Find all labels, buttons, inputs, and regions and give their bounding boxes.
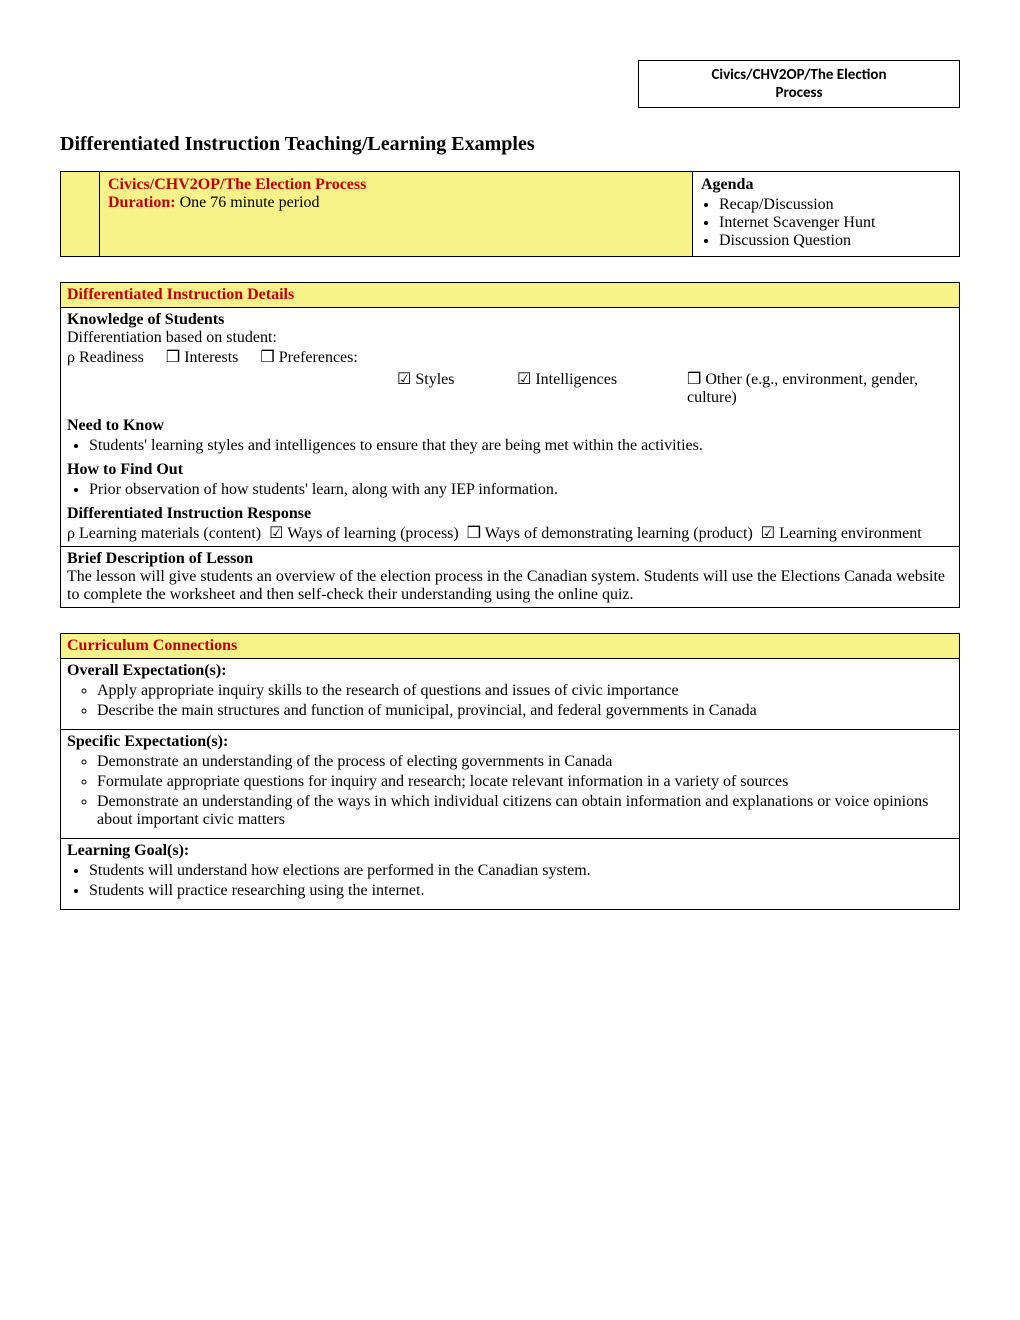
di-header: Differentiated Instruction Details xyxy=(61,283,960,308)
header-line1: Civics/CHV2OP/The Election xyxy=(711,66,886,84)
kos-options-row2: Styles Intelligences Other (e.g., enviro… xyxy=(67,369,953,407)
specific-item: Demonstrate an understanding of the proc… xyxy=(97,753,953,771)
cc-overall-cell: Overall Expectation(s): Apply appropriat… xyxy=(61,659,960,730)
duration-line: Duration: One 76 minute period xyxy=(108,194,684,212)
page-title: Differentiated Instruction Teaching/Lear… xyxy=(60,133,960,156)
agenda-list: Recap/Discussion Internet Scavenger Hunt… xyxy=(719,196,951,250)
summary-stub xyxy=(61,172,100,257)
specific-list: Demonstrate an understanding of the proc… xyxy=(97,753,953,829)
brief-body: The lesson will give students an overvie… xyxy=(67,568,953,604)
overall-item: Describe the main structures and functio… xyxy=(97,702,953,720)
overall-title: Overall Expectation(s): xyxy=(67,662,953,680)
overall-list: Apply appropriate inquiry skills to the … xyxy=(97,682,953,720)
di-section: Differentiated Instruction Details Knowl… xyxy=(60,282,960,608)
dir-options: Learning materials (content) Ways of lea… xyxy=(67,523,953,543)
overall-item: Apply appropriate inquiry skills to the … xyxy=(97,682,953,700)
goals-title: Learning Goal(s): xyxy=(67,842,953,860)
dir-product: Ways of demonstrating learning (product) xyxy=(467,525,753,542)
need-item: Students' learning styles and intelligen… xyxy=(89,437,953,455)
brief-title: Brief Description of Lesson xyxy=(67,550,953,568)
cc-section: Curriculum Connections Overall Expectati… xyxy=(60,633,960,910)
how-item: Prior observation of how students' learn… xyxy=(89,481,953,499)
agenda-item: Internet Scavenger Hunt xyxy=(719,214,951,232)
need-list: Students' learning styles and intelligen… xyxy=(89,437,953,455)
opt-intelligences: Intelligences xyxy=(517,371,617,388)
agenda-item: Recap/Discussion xyxy=(719,196,951,214)
summary-table: Civics/CHV2OP/The Election Process Durat… xyxy=(60,171,960,257)
dir-env: Learning environment xyxy=(761,525,922,542)
opt-preferences: Preferences: xyxy=(260,349,357,366)
how-title: How to Find Out xyxy=(67,461,953,479)
agenda-item: Discussion Question xyxy=(719,232,951,250)
di-brief-cell: Brief Description of Lesson The lesson w… xyxy=(61,547,960,608)
goal-item: Students will practice researching using… xyxy=(89,882,953,900)
kos-intro: Differentiation based on student: xyxy=(67,329,953,347)
goals-list: Students will understand how elections a… xyxy=(89,862,953,900)
duration-label: Duration: xyxy=(108,194,176,211)
goal-item: Students will understand how elections a… xyxy=(89,862,953,880)
opt-styles: Styles xyxy=(397,371,454,388)
agenda-cell: Agenda Recap/Discussion Internet Scaveng… xyxy=(693,172,960,257)
opt-readiness: Readiness xyxy=(67,349,144,366)
cc-header: Curriculum Connections xyxy=(61,634,960,659)
how-list: Prior observation of how students' learn… xyxy=(89,481,953,499)
kos-options-row1: Readiness Interests Preferences: xyxy=(67,347,953,367)
kos-title: Knowledge of Students xyxy=(67,311,953,329)
cc-specific-cell: Specific Expectation(s): Demonstrate an … xyxy=(61,730,960,839)
summary-main-cell: Civics/CHV2OP/The Election Process Durat… xyxy=(100,172,693,257)
header-line2: Process xyxy=(776,84,823,102)
need-title: Need to Know xyxy=(67,417,953,435)
header-course-box: Civics/CHV2OP/The Election Process xyxy=(638,60,960,108)
duration-value: One 76 minute period xyxy=(176,194,320,211)
opt-interests: Interests xyxy=(166,349,239,366)
di-knowledge-cell: Knowledge of Students Differentiation ba… xyxy=(61,308,960,547)
opt-other: Other (e.g., environment, gender, cultur… xyxy=(687,371,918,406)
cc-goals-cell: Learning Goal(s): Students will understa… xyxy=(61,839,960,910)
dir-materials: Learning materials (content) xyxy=(67,525,261,542)
specific-item: Demonstrate an understanding of the ways… xyxy=(97,793,953,829)
agenda-label: Agenda xyxy=(701,176,951,194)
dir-title: Differentiated Instruction Response xyxy=(67,505,953,523)
dir-process: Ways of learning (process) xyxy=(269,525,459,542)
specific-item: Formulate appropriate questions for inqu… xyxy=(97,773,953,791)
specific-title: Specific Expectation(s): xyxy=(67,733,953,751)
course-line: Civics/CHV2OP/The Election Process xyxy=(108,176,684,194)
